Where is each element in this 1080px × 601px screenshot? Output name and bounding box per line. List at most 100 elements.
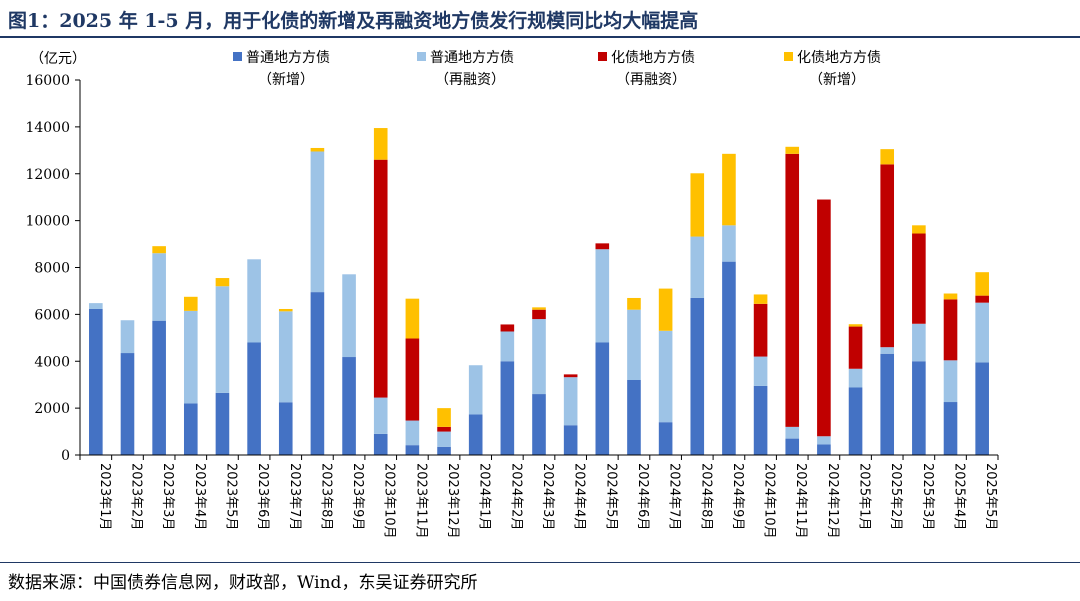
bar-segment-series-1 bbox=[785, 426, 800, 439]
x-tick-label: 2023年1月 bbox=[97, 463, 112, 530]
bar-segment-series-2 bbox=[595, 243, 610, 250]
bar-segment-series-1 bbox=[753, 356, 768, 386]
legend-sublabel-series-3: （新增） bbox=[809, 72, 865, 88]
bar-segment-series-0 bbox=[912, 361, 926, 455]
bar-segment-series-0 bbox=[943, 402, 958, 455]
bar-segment-series-1 bbox=[595, 249, 610, 343]
x-tick-label: 2023年12月 bbox=[445, 463, 460, 539]
bar-segment-series-0 bbox=[690, 297, 705, 455]
bar-segment-series-3 bbox=[373, 128, 388, 160]
x-tick-label: 2023年5月 bbox=[223, 463, 238, 530]
bar-segment-series-1 bbox=[500, 331, 515, 362]
x-tick-label: 2025年5月 bbox=[983, 463, 998, 530]
bar-segment-series-0 bbox=[880, 353, 895, 455]
bar-segment-series-2 bbox=[817, 199, 831, 437]
x-tick-label: 2024年7月 bbox=[667, 463, 682, 530]
bar-segment-series-0 bbox=[215, 392, 230, 455]
bar-segment-series-1 bbox=[658, 330, 673, 423]
chart-legend: 普通地方方债 （新增） 普通地方方债 （再融资） 化债地方方债 （再融资） 化债地方方债 （新… bbox=[233, 50, 881, 88]
source-rule bbox=[0, 562, 1080, 563]
bar-segment-series-3 bbox=[437, 408, 451, 427]
bar-segment-series-0 bbox=[405, 445, 420, 455]
bar-segment-series-3 bbox=[183, 296, 198, 311]
figure-source: 数据来源：中国债券信息网，财政部，Wind，东吴证券研究所 bbox=[8, 573, 478, 593]
figure-title: 图1：2025 年 1-5 月，用于化债的新增及再融资地方债发行规模同比均大幅提… bbox=[8, 10, 699, 32]
bar-segment-series-0 bbox=[563, 425, 578, 455]
bar-segment-series-1 bbox=[183, 310, 198, 404]
x-tick-label: 2023年4月 bbox=[192, 463, 207, 530]
chart-axes bbox=[79, 80, 998, 456]
bar-segment-series-1 bbox=[152, 253, 166, 321]
bar-segment-series-3 bbox=[785, 146, 800, 154]
bar-segment-series-0 bbox=[247, 342, 261, 455]
x-tick-label: 2023年2月 bbox=[128, 463, 143, 530]
bar-segment-series-3 bbox=[943, 293, 958, 300]
bar-segment-series-3 bbox=[975, 272, 989, 296]
bar-segment-series-2 bbox=[912, 233, 926, 324]
bar-segment-series-3 bbox=[532, 307, 546, 310]
bar-segment-series-3 bbox=[848, 324, 863, 327]
bar-segment-series-2 bbox=[373, 159, 388, 398]
x-tick-label: 2025年4月 bbox=[952, 463, 967, 530]
x-tick-label: 2024年10月 bbox=[762, 463, 777, 539]
x-tick-label: 2024年8月 bbox=[698, 463, 713, 530]
bar-segment-series-0 bbox=[89, 308, 103, 455]
bar-segment-series-1 bbox=[405, 420, 420, 446]
x-tick-label: 2024年1月 bbox=[477, 463, 492, 530]
bar-segment-series-0 bbox=[722, 261, 736, 455]
bar-segment-series-3 bbox=[215, 278, 230, 287]
bar-segment-series-0 bbox=[468, 414, 483, 455]
bar-segment-series-2 bbox=[532, 309, 546, 320]
x-tick-label: 2023年7月 bbox=[287, 463, 302, 530]
y-tick-label: 6000 bbox=[34, 307, 70, 323]
bar-segment-series-3 bbox=[690, 173, 705, 237]
bar-segment-series-3 bbox=[880, 149, 895, 165]
x-tick-label: 2023年3月 bbox=[160, 463, 175, 530]
bar-segment-series-2 bbox=[943, 299, 958, 361]
bar-segment-series-0 bbox=[658, 422, 673, 455]
bar-segment-series-2 bbox=[975, 295, 989, 303]
x-tick-label: 2024年3月 bbox=[540, 463, 555, 530]
x-tick-label: 2025年3月 bbox=[920, 463, 935, 530]
x-tick-label: 2024年11月 bbox=[793, 463, 808, 539]
y-tick-label: 12000 bbox=[25, 167, 70, 183]
bar-segment-series-0 bbox=[437, 446, 451, 455]
bar-segment-series-3 bbox=[658, 288, 673, 331]
bar-segment-series-1 bbox=[690, 236, 705, 298]
bar-segment-series-2 bbox=[753, 303, 768, 357]
bar-segment-series-0 bbox=[627, 380, 641, 455]
x-tick-label: 2024年12月 bbox=[825, 463, 840, 539]
bar-segment-series-1 bbox=[310, 151, 325, 293]
bar-segment-series-0 bbox=[310, 292, 325, 455]
y-tick-label: 8000 bbox=[34, 261, 70, 277]
bar-segment-series-0 bbox=[278, 402, 293, 455]
y-tick-label: 16000 bbox=[25, 73, 70, 89]
x-axis-ticks: 2023年1月 2023年2月 2023年3月 2023年4月 2023年5月 2023年… bbox=[79, 455, 999, 539]
y-tick-label: 10000 bbox=[25, 214, 70, 230]
legend-label-series-2: 化债地方方债 bbox=[611, 50, 695, 66]
legend-swatch-series-0 bbox=[233, 52, 242, 61]
bar-segment-series-3 bbox=[405, 298, 420, 339]
x-tick-label: 2025年2月 bbox=[888, 463, 903, 530]
bar-segment-series-1 bbox=[943, 360, 958, 403]
legend-sublabel-series-2: （再融资） bbox=[616, 72, 686, 88]
bar-segment-series-1 bbox=[468, 365, 483, 415]
bar-segment-series-2 bbox=[500, 324, 515, 332]
bar-segment-series-1 bbox=[278, 311, 293, 403]
bar-segment-series-0 bbox=[500, 361, 515, 455]
bar-segment-series-1 bbox=[563, 377, 578, 426]
y-tick-label: 4000 bbox=[34, 354, 70, 370]
legend-sublabel-series-0: （新增） bbox=[258, 72, 314, 88]
bar-segment-series-2 bbox=[437, 426, 451, 432]
bar-segment-series-0 bbox=[975, 362, 989, 455]
x-tick-label: 2023年11月 bbox=[413, 463, 428, 539]
bar-segment-series-0 bbox=[595, 342, 610, 455]
x-tick-label: 2024年2月 bbox=[508, 463, 523, 530]
y-tick-label: 0 bbox=[61, 448, 70, 464]
bar-segment-series-3 bbox=[278, 308, 293, 312]
bar-segment-series-3 bbox=[627, 297, 641, 310]
bar-segment-series-1 bbox=[373, 397, 388, 434]
x-tick-label: 2023年8月 bbox=[318, 463, 333, 530]
bar-segment-series-2 bbox=[563, 374, 578, 378]
